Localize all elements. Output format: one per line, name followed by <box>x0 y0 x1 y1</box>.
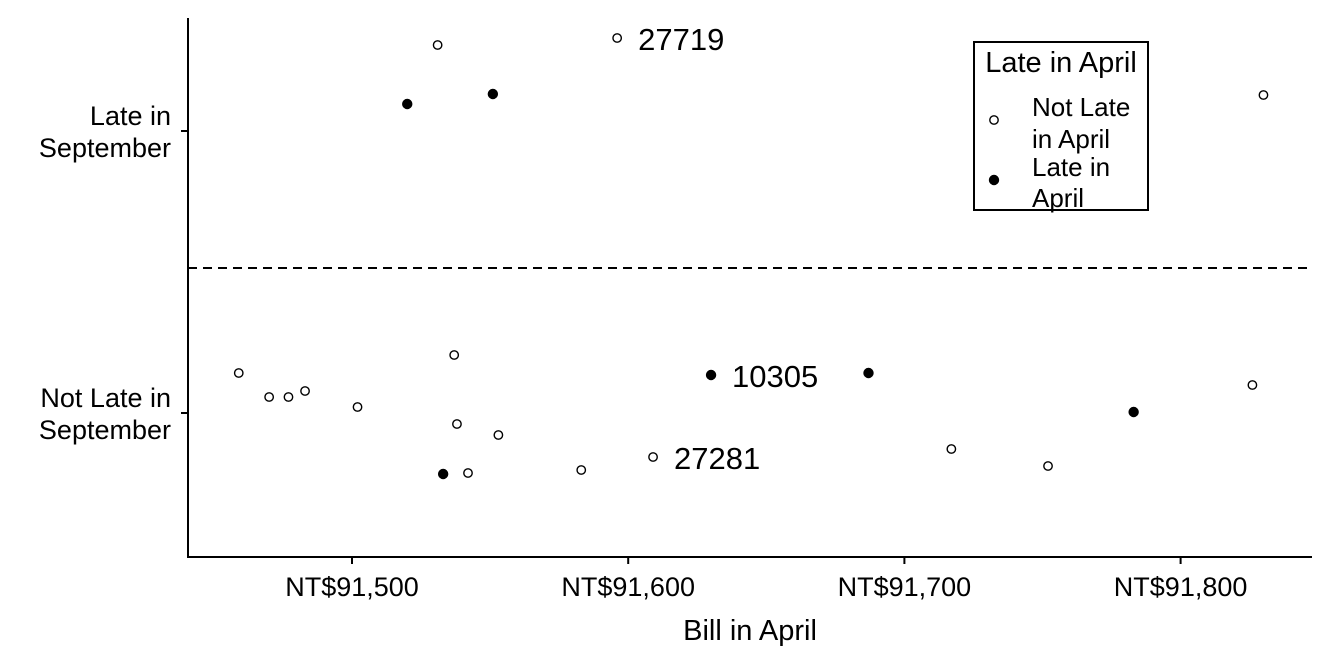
legend-marker-not-late-april <box>989 115 999 125</box>
point-not-late-april <box>300 386 310 396</box>
point-late-april <box>487 88 499 100</box>
point-not-late-april <box>1247 380 1258 390</box>
point-late-april <box>705 369 717 381</box>
point-not-late-april <box>493 430 504 440</box>
point-not-late-april <box>233 368 244 378</box>
y-category-label: Late in <box>90 101 171 131</box>
legend-title: Late in April <box>985 47 1137 79</box>
point-label: 10305 <box>732 359 818 394</box>
x-tick-label: NT$91,700 <box>838 572 972 602</box>
point-not-late-april <box>576 465 587 475</box>
point-not-late-april <box>432 40 443 50</box>
point-late-april <box>402 98 413 110</box>
point-not-late-april <box>264 392 275 402</box>
point-not-late-april <box>648 452 658 462</box>
axes <box>187 18 1312 558</box>
legend-label: Late in <box>1032 152 1110 182</box>
x-axis-ticks: NT$91,500 NT$91,600 NT$91,700 NT$91,800 <box>285 557 1247 602</box>
point-late-april <box>1128 406 1139 418</box>
point-not-late-april <box>612 33 623 43</box>
point-label: 27281 <box>674 441 760 476</box>
legend-label: in April <box>1032 124 1110 154</box>
point-not-late-april <box>352 402 363 412</box>
point-late-april <box>863 367 874 379</box>
legend-marker-late-april <box>988 174 1000 186</box>
point-not-late-april <box>463 468 473 478</box>
x-tick-label: NT$91,800 <box>1114 572 1248 602</box>
x-tick-label: NT$91,600 <box>561 572 695 602</box>
data-points: 27719 27281 10305 <box>233 22 1269 480</box>
legend-box <box>973 41 1149 211</box>
x-axis-title: Bill in April <box>683 615 817 647</box>
point-not-late-april <box>1258 90 1269 100</box>
point-not-late-april <box>946 444 957 454</box>
legend-label: Not Late <box>1032 92 1130 122</box>
point-label: 27719 <box>638 22 724 57</box>
point-not-late-april <box>1043 461 1053 471</box>
point-not-late-april <box>449 350 460 360</box>
y-category-label: September <box>39 415 171 445</box>
y-category-label: Not Late in <box>40 383 171 413</box>
point-late-april <box>437 468 449 480</box>
point-not-late-april <box>283 392 294 402</box>
x-tick-label: NT$91,500 <box>285 572 419 602</box>
point-not-late-april <box>452 419 462 429</box>
y-category-label: September <box>39 133 171 163</box>
legend-label: April <box>1032 183 1084 213</box>
